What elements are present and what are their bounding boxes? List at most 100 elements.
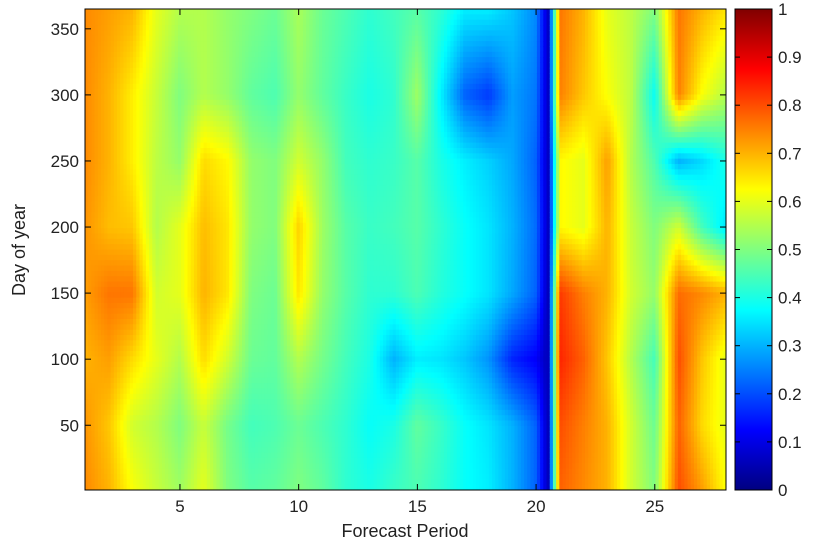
heatmap-cell — [177, 404, 182, 411]
heatmap-cell — [91, 158, 96, 165]
heatmap-cell — [248, 452, 253, 459]
heatmap-cell — [85, 420, 89, 427]
heatmap-cell — [229, 484, 234, 490]
heatmap-cell — [261, 196, 266, 202]
heatmap-cell — [110, 190, 115, 197]
heatmap-cell — [213, 281, 218, 288]
heatmap-cell — [133, 142, 137, 149]
heatmap-cell — [200, 158, 205, 165]
heatmap-cell — [129, 265, 134, 272]
heatmap-cell — [149, 121, 153, 128]
heatmap-cell — [123, 57, 128, 64]
heatmap-cell — [91, 25, 96, 31]
heatmap-cell — [126, 126, 131, 133]
heatmap-cell — [181, 89, 185, 96]
heatmap-cell — [97, 452, 102, 459]
heatmap-cell — [104, 340, 109, 347]
heatmap-cell — [142, 436, 147, 443]
heatmap-cell — [155, 62, 160, 69]
heatmap-cell — [174, 244, 179, 251]
heatmap-cell — [101, 468, 105, 475]
heatmap-cell — [104, 169, 109, 176]
heatmap-cell — [129, 452, 134, 459]
heatmap-cell — [181, 62, 185, 69]
heatmap-cell — [187, 468, 192, 475]
heatmap-cell — [113, 35, 118, 42]
heatmap-cell — [174, 212, 179, 219]
heatmap-cell — [200, 180, 205, 186]
heatmap-cell — [242, 99, 246, 106]
heatmap-cell — [145, 324, 150, 331]
heatmap-cell — [216, 233, 221, 240]
heatmap-cell — [232, 249, 237, 256]
heatmap-cell — [139, 110, 144, 117]
heatmap-cell — [174, 19, 179, 26]
heatmap-cell — [242, 297, 246, 304]
heatmap-cell — [203, 35, 208, 42]
heatmap-cell — [123, 131, 128, 138]
heatmap-cell — [174, 372, 179, 379]
heatmap-cell — [203, 206, 208, 213]
heatmap-cell — [235, 425, 240, 432]
heatmap-cell — [110, 302, 115, 309]
heatmap-cell — [104, 244, 109, 251]
heatmap-cell — [120, 281, 125, 288]
heatmap-cell — [136, 479, 141, 486]
heatmap-cell — [245, 73, 250, 80]
heatmap-cell — [104, 447, 109, 454]
heatmap-cell — [251, 25, 256, 31]
heatmap-cell — [165, 57, 169, 64]
heatmap-cell — [213, 163, 218, 170]
heatmap-cell — [193, 270, 198, 277]
heatmap-cell — [149, 452, 153, 459]
heatmap-cell — [245, 409, 250, 416]
heatmap-cell — [177, 441, 182, 448]
heatmap-cell — [123, 265, 128, 272]
heatmap-cell — [210, 484, 214, 490]
heatmap-cell — [193, 174, 198, 181]
heatmap-cell — [101, 9, 105, 15]
heatmap-cell — [254, 196, 259, 202]
heatmap-cell — [88, 41, 93, 48]
heatmap-cell — [152, 30, 157, 37]
heatmap-cell — [181, 286, 185, 293]
heatmap-cell — [206, 228, 211, 235]
heatmap-cell — [213, 137, 218, 144]
heatmap-cell — [197, 457, 201, 464]
heatmap-cell — [232, 163, 237, 170]
heatmap-cell — [107, 457, 112, 464]
heatmap-cell — [129, 105, 134, 112]
heatmap-cell — [177, 244, 182, 251]
heatmap-cell — [206, 233, 211, 240]
heatmap-cell — [91, 190, 96, 197]
heatmap-cell — [133, 452, 137, 459]
heatmap-cell — [142, 67, 147, 74]
heatmap-cell — [177, 302, 182, 309]
heatmap-cell — [123, 484, 128, 490]
heatmap-cell — [184, 67, 189, 74]
heatmap-cell — [187, 436, 192, 443]
heatmap-cell — [152, 308, 157, 315]
heatmap-cell — [136, 249, 141, 256]
heatmap-cell — [190, 308, 195, 315]
heatmap-cell — [184, 158, 189, 165]
heatmap-cell — [219, 249, 224, 256]
heatmap-cell — [145, 78, 150, 85]
heatmap-cell — [165, 169, 169, 176]
heatmap-cell — [94, 473, 99, 480]
heatmap-cell — [155, 190, 160, 197]
heatmap-cell — [187, 393, 192, 400]
heatmap-cell — [229, 35, 234, 42]
heatmap-cell — [238, 89, 243, 96]
heatmap-cell — [155, 41, 160, 48]
heatmap-cell — [107, 244, 112, 251]
heatmap-cell — [174, 46, 179, 53]
heatmap-cell — [210, 67, 214, 74]
heatmap-cell — [123, 463, 128, 470]
heatmap-cell — [210, 425, 214, 432]
heatmap-cell — [190, 367, 195, 374]
heatmap-cell — [158, 367, 163, 374]
heatmap-cell — [210, 41, 214, 48]
heatmap-cell — [123, 393, 128, 400]
heatmap-cell — [177, 57, 182, 64]
